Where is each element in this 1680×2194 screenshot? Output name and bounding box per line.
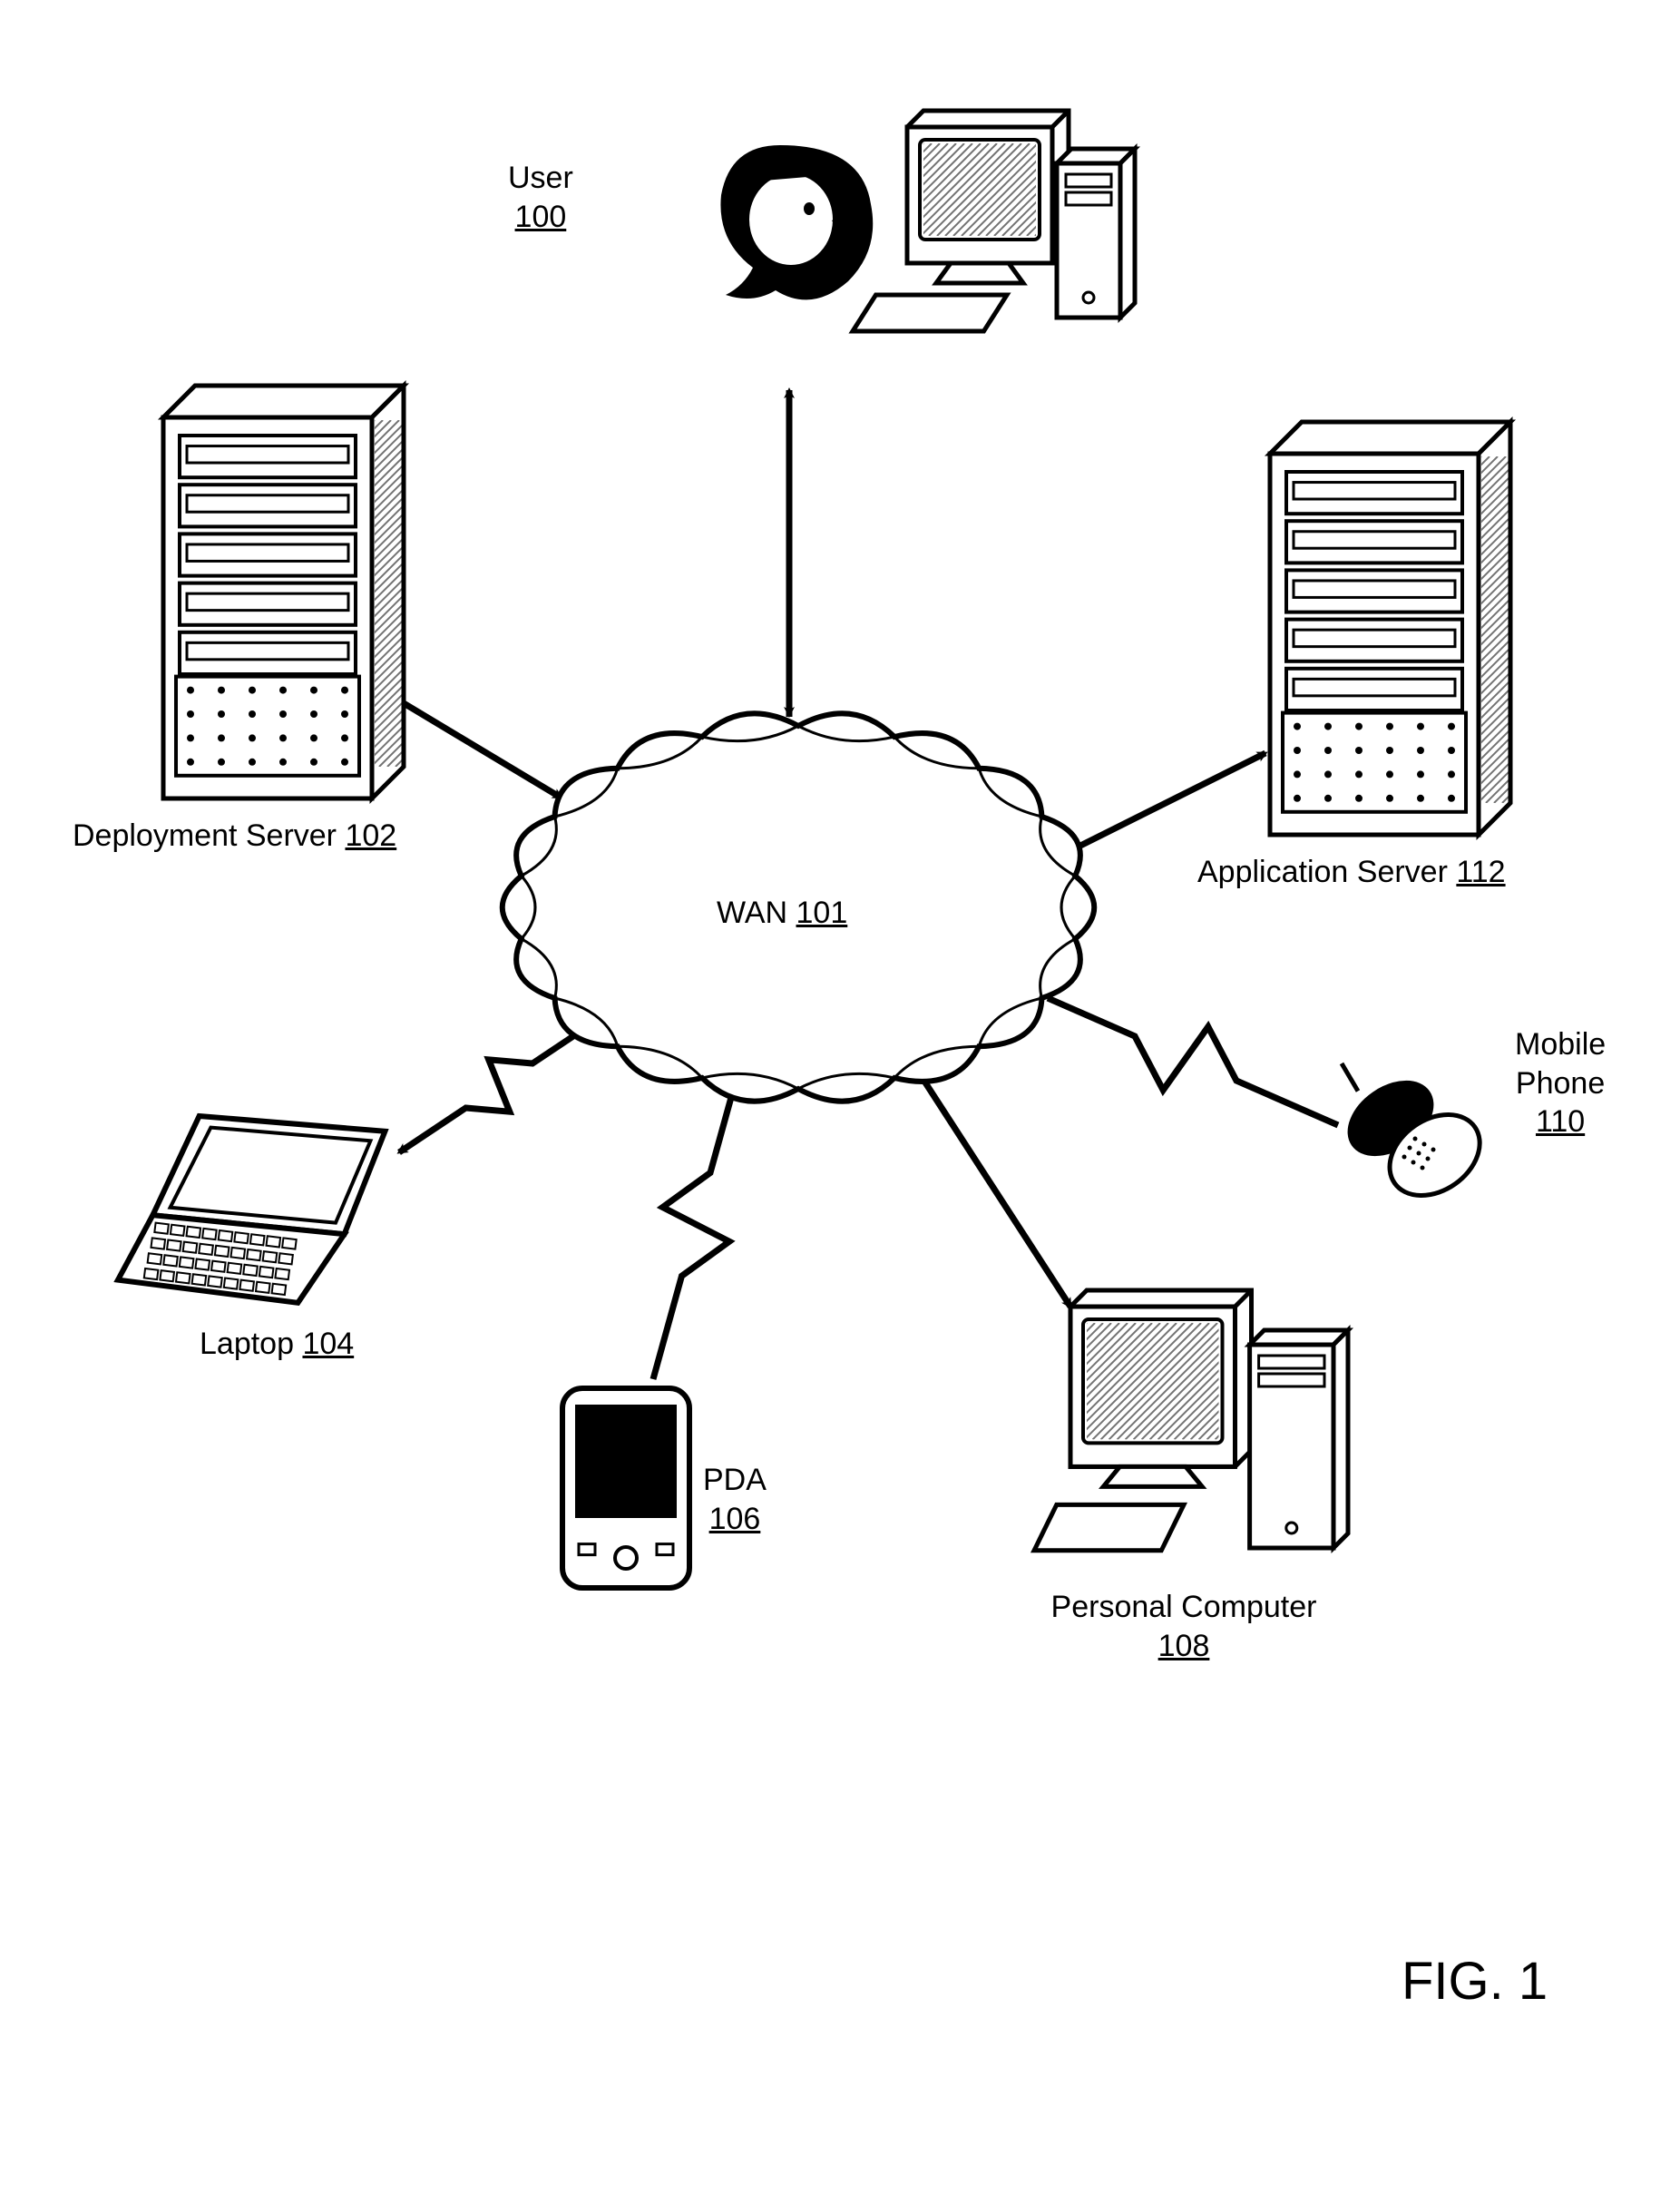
user-label: User 100 [508,159,573,236]
app-ref: 112 [1456,855,1505,889]
user-ref: 100 [515,200,567,234]
app-label: Application Server 112 [1197,853,1506,892]
pc-ref: 108 [1158,1629,1210,1663]
wan-ref: 101 [796,896,848,930]
user-text: User [508,161,573,195]
mobile-icon [1336,1063,1495,1212]
deploy-ref: 102 [345,818,396,853]
deploy-text: Deployment Server [73,818,337,853]
pda-icon [562,1388,689,1588]
deploy-label: Deployment Server 102 [73,817,396,856]
pda-label: PDA 106 [703,1461,767,1538]
wan-label: WAN 101 [717,894,847,933]
pc-text: Personal Computer [1051,1590,1317,1624]
deploy-icon [28,386,742,798]
network-svg [0,0,1680,2194]
edge-deploy-wan [381,690,562,798]
pda-ref: 106 [709,1502,761,1536]
edge-laptop-wan [399,1025,590,1152]
app-icon [1135,422,1680,835]
mobile-label: MobilePhone 110 [1515,1025,1606,1141]
mobile-ref: 110 [1536,1104,1585,1139]
mobile-text: MobilePhone [1515,1027,1606,1101]
laptop-icon [118,1116,385,1303]
laptop-text: Laptop [200,1327,294,1361]
diagram-canvas: WAN 101 User 100 Deployment Server 102 A… [0,0,1680,2194]
user-icon [720,111,1135,331]
edge-pc-wan [912,1062,1070,1307]
laptop-ref: 104 [302,1327,354,1361]
pc-label: Personal Computer 108 [1034,1588,1333,1665]
figure-text: FIG. 1 [1402,1952,1548,2011]
laptop-label: Laptop 104 [200,1325,354,1364]
edge-pda-wan [653,1084,735,1379]
pc-icon [971,1290,1348,1551]
wan-text: WAN [717,896,787,930]
app-text: Application Server [1197,855,1448,889]
figure-label: FIG. 1 [1402,1951,1548,2012]
pda-text: PDA [703,1463,767,1497]
edge-mobile-wan [1048,998,1338,1125]
